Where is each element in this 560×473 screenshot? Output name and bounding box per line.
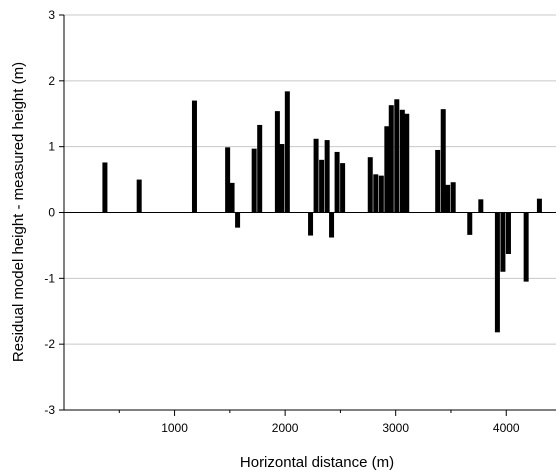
bar-4: [229, 182, 235, 213]
y-axis-title: Residual model height - measured height …: [10, 62, 27, 362]
bar-27: [440, 109, 446, 213]
bar-6: [251, 148, 257, 213]
bar-10: [284, 91, 290, 213]
bar-1: [136, 179, 142, 213]
bar-9: [279, 144, 285, 213]
bar-7: [257, 124, 263, 213]
bar-19: [373, 174, 379, 213]
gridlines: [64, 14, 556, 345]
bar-26: [435, 149, 441, 213]
bar-28: [445, 184, 451, 213]
x-tick-label-1: 2000: [272, 421, 299, 435]
bars: [102, 91, 542, 333]
bar-3: [225, 147, 231, 213]
bar-5: [235, 212, 241, 228]
bar-30: [467, 212, 473, 235]
bar-21: [384, 126, 390, 213]
x-tick-label-2: 3000: [382, 421, 409, 435]
bar-32: [494, 212, 500, 333]
bar-31: [478, 199, 484, 213]
y-tick-label-5: 2: [48, 74, 55, 88]
bar-2: [191, 100, 197, 213]
axes: [59, 14, 556, 416]
y-tick-label-4: 1: [48, 140, 55, 154]
y-tick-label-6: 3: [48, 8, 55, 22]
bar-13: [319, 159, 325, 213]
bar-15: [329, 212, 335, 238]
bar-35: [523, 212, 529, 282]
bar-16: [334, 151, 340, 213]
tick-labels: -3 -2 -1 0 1 2 3 1000 2000 3000 4000: [44, 8, 520, 435]
bar-29: [450, 182, 456, 213]
bar-20: [378, 175, 384, 213]
bar-33: [500, 212, 506, 272]
bar-11: [308, 212, 314, 236]
bar-0: [102, 162, 108, 213]
y-tick-label-1: -2: [44, 337, 55, 351]
y-tick-label-0: -3: [44, 403, 55, 417]
bar-12: [313, 138, 319, 213]
x-tick-label-0: 1000: [161, 421, 188, 435]
bar-23: [394, 99, 400, 213]
bar-8: [274, 111, 280, 213]
bar-36: [536, 198, 542, 213]
x-tick-label-3: 4000: [493, 421, 520, 435]
bar-14: [324, 140, 330, 213]
y-tick-label-2: -1: [44, 271, 55, 285]
bar-17: [340, 163, 346, 213]
bar-18: [367, 157, 373, 213]
bar-25: [404, 113, 410, 213]
bar-24: [399, 109, 405, 213]
bar-22: [388, 105, 394, 213]
y-tick-label-3: 0: [48, 206, 55, 220]
x-axis-title: Horizontal distance (m): [240, 454, 394, 471]
bar-34: [505, 212, 511, 254]
